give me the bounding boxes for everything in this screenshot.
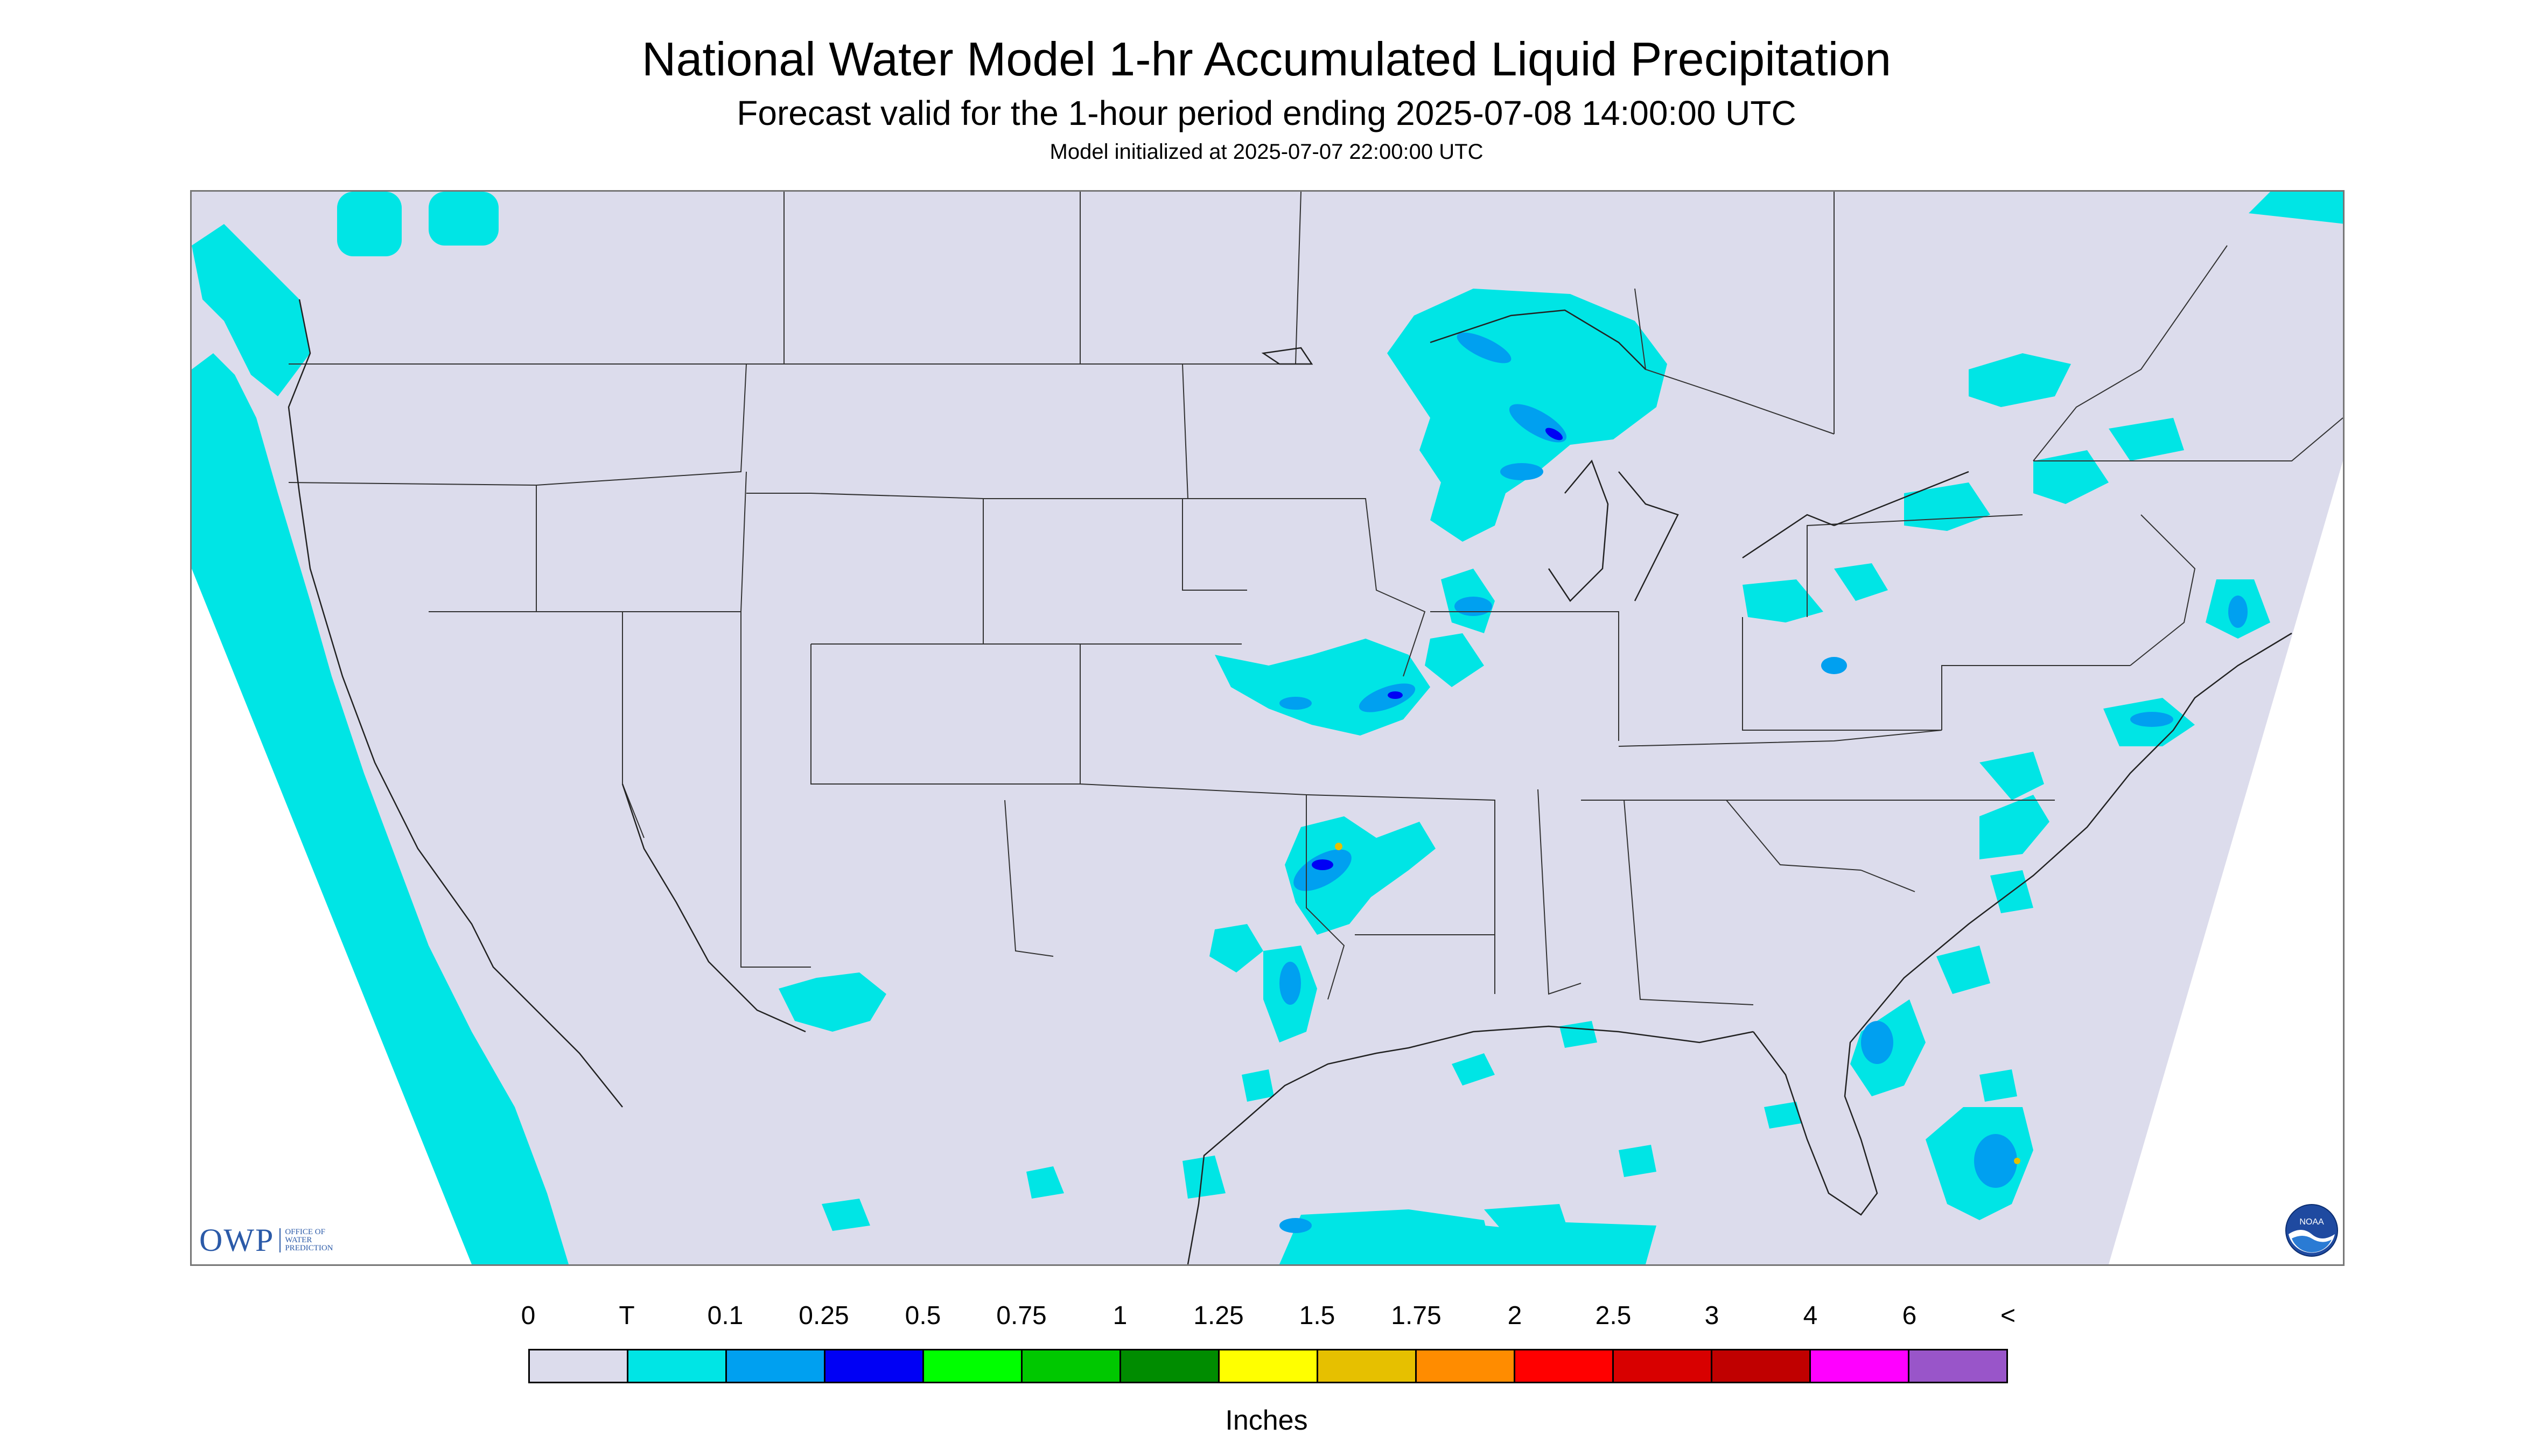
- legend-label: 0.5: [905, 1301, 941, 1330]
- map-canvas: [192, 192, 2343, 1264]
- light-blue-precip-cores: [1279, 332, 2248, 1233]
- precipitation-map: [190, 190, 2345, 1266]
- legend-swatch: [1614, 1350, 1712, 1382]
- legend-label: 2.5: [1595, 1301, 1632, 1330]
- legend-label: 0.75: [996, 1301, 1047, 1330]
- legend-units: Inches: [1225, 1405, 1308, 1436]
- owp-logo: OWP OFFICE OF WATER PREDICTION: [199, 1221, 349, 1259]
- noaa-logo-text: NOAA: [2299, 1217, 2324, 1227]
- legend-swatch: [1909, 1350, 2006, 1382]
- legend-label: 0.25: [799, 1301, 849, 1330]
- legend-label: 6: [1902, 1301, 1917, 1330]
- owp-logo-text: OWP: [199, 1222, 275, 1258]
- legend-swatch: [1220, 1350, 1318, 1382]
- model-domain: [192, 192, 2343, 1264]
- legend-labels: 0 T 0.1 0.25 0.5 0.75 1 1.25 1.5 1.75 2 …: [0, 1303, 2533, 1335]
- legend-swatch: [1121, 1350, 1220, 1382]
- legend-label: 1.5: [1299, 1301, 1335, 1330]
- legend-swatch: [1712, 1350, 1811, 1382]
- legend-swatch: [1417, 1350, 1515, 1382]
- legend-swatch: [1318, 1350, 1417, 1382]
- legend-label: 0: [521, 1301, 536, 1330]
- owp-subtext-line: WATER: [285, 1235, 312, 1244]
- legend-swatch: [1515, 1350, 1614, 1382]
- map-title: National Water Model 1-hr Accumulated Li…: [641, 32, 1892, 86]
- yellow-precip-cores: [1335, 843, 2020, 1164]
- legend-label: 0.1: [707, 1301, 744, 1330]
- legend-swatch: [924, 1350, 1023, 1382]
- trace-precip-areas: [192, 192, 2343, 1264]
- legend-swatch: [727, 1350, 825, 1382]
- legend-label: <: [2000, 1301, 2016, 1330]
- legend-swatch: [825, 1350, 924, 1382]
- coastlines: [288, 299, 2292, 1264]
- legend-swatch: [1023, 1350, 1121, 1382]
- owp-logo-subtext: OFFICE OF WATER PREDICTION: [279, 1228, 349, 1252]
- model-init-label: Model initialized at 2025-07-07 22:00:00…: [1049, 140, 1484, 164]
- legend-swatch: [530, 1350, 628, 1382]
- blue-precip-cores: [1312, 428, 1563, 870]
- legend-swatch: [628, 1350, 727, 1382]
- legend-label: 1: [1112, 1301, 1128, 1330]
- owp-subtext-line: OFFICE OF: [285, 1227, 325, 1236]
- forecast-valid-subtitle: Forecast valid for the 1-hour period end…: [737, 94, 1796, 132]
- legend-label: 3: [1704, 1301, 1719, 1330]
- legend-label: 1.25: [1193, 1301, 1244, 1330]
- legend-label: 4: [1803, 1301, 1818, 1330]
- noaa-logo: NOAA: [2285, 1204, 2338, 1257]
- state-boundaries: [288, 192, 2343, 1005]
- legend-label: 2: [1507, 1301, 1522, 1330]
- owp-subtext-line: PREDICTION: [285, 1243, 333, 1252]
- legend-swatch: [1811, 1350, 1909, 1382]
- legend-color-bar: [528, 1349, 2008, 1383]
- legend-label: 1.75: [1391, 1301, 1442, 1330]
- legend-label: T: [619, 1301, 635, 1330]
